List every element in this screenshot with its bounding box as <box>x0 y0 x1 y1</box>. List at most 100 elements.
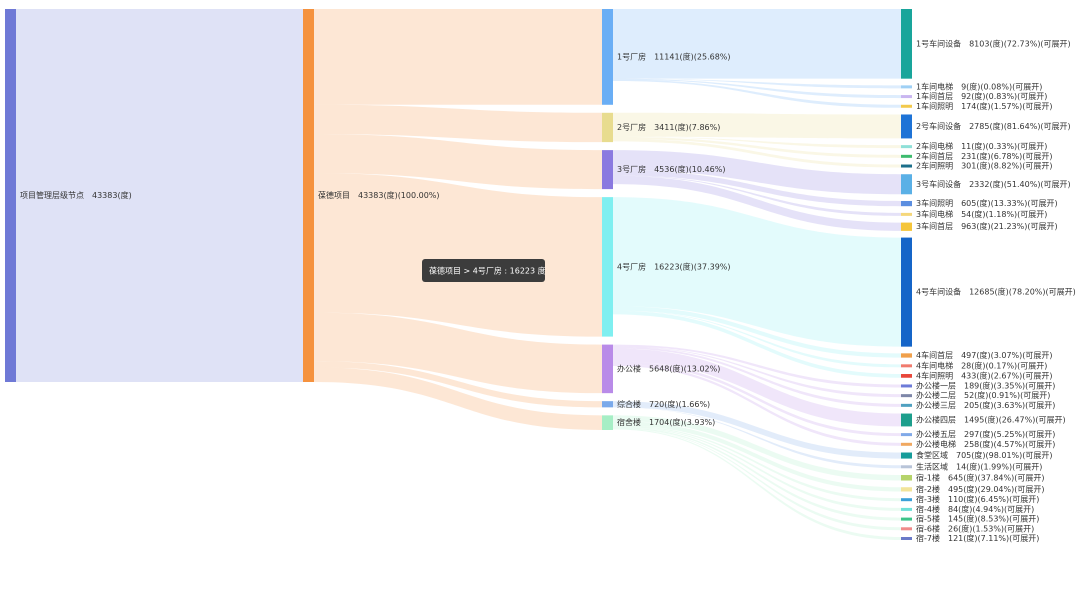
node <box>5 9 16 382</box>
node-label: 宿-1楼 645(度)(37.84%)(可展开) <box>916 472 1044 482</box>
node-label: 2车间首层 231(度)(6.78%)(可展开) <box>916 151 1053 161</box>
link <box>613 150 901 195</box>
node <box>901 433 912 437</box>
link <box>613 9 901 79</box>
node-label: 1车间照明 174(度)(1.57%)(可展开) <box>916 101 1053 111</box>
node <box>602 197 613 337</box>
node-label: 4车间照明 433(度)(2.67%)(可展开) <box>916 370 1053 380</box>
node <box>901 212 912 216</box>
node <box>901 200 912 207</box>
node <box>901 164 912 168</box>
link <box>613 175 901 216</box>
node-label: 3车间首层 963(度)(21.23%)(可展开) <box>916 221 1058 231</box>
link <box>613 346 901 407</box>
link <box>314 361 602 408</box>
node-label: 办公楼五层 297(度)(5.25%)(可展开) <box>916 429 1055 439</box>
node <box>901 95 912 99</box>
link <box>613 310 901 368</box>
link <box>314 9 602 105</box>
node-label: 葆德项目 43383(度)(100.00%) <box>318 190 440 200</box>
node <box>901 394 912 398</box>
node <box>901 507 912 511</box>
node-label: 办公楼电梯 258(度)(4.57%)(可展开) <box>916 439 1055 449</box>
node <box>901 403 912 407</box>
link <box>314 104 602 143</box>
links <box>16 9 901 540</box>
node <box>602 401 613 408</box>
link <box>613 138 901 168</box>
node <box>901 374 912 378</box>
node-label: 1车间电梯 9(度)(0.08%)(可展开) <box>916 81 1042 91</box>
node-label: 宿-2楼 495(度)(29.04%)(可展开) <box>916 484 1044 494</box>
node-label: 4车间首层 497(度)(3.07%)(可展开) <box>916 350 1053 360</box>
link <box>314 312 602 394</box>
link <box>613 407 901 469</box>
node-label: 4号厂房 16223(度)(37.39%) <box>617 261 731 271</box>
node-label: 2号车间设备 2785(度)(81.64%)(可展开) <box>916 121 1071 131</box>
node-label: 办公楼二层 52(度)(0.91%)(可展开) <box>916 390 1050 400</box>
node <box>303 9 314 382</box>
node <box>901 452 912 459</box>
node <box>602 344 613 394</box>
node-label: 1号车间设备 8103(度)(72.73%)(可展开) <box>916 38 1071 48</box>
tooltip-text: 葆德项目 > 4号厂房 : 16223 度 <box>429 266 546 276</box>
node-label: 3车间电梯 54(度)(1.18%)(可展开) <box>916 209 1047 219</box>
link <box>613 112 901 139</box>
link <box>613 78 901 89</box>
node-label: 综合楼 720(度)(1.66%) <box>617 399 710 409</box>
link <box>613 425 901 502</box>
link <box>613 306 901 358</box>
node <box>901 145 912 149</box>
node-label: 食堂区域 705(度)(98.01%)(可展开) <box>916 450 1053 460</box>
link <box>613 136 901 149</box>
node <box>901 353 912 358</box>
node-label: 1车间首层 92(度)(0.83%)(可展开) <box>916 91 1047 101</box>
node-label: 宿-4楼 84(度)(4.94%)(可展开) <box>916 504 1034 514</box>
node <box>901 498 912 502</box>
node <box>901 237 912 347</box>
link <box>16 9 303 382</box>
node-label: 办公楼四层 1495(度)(26.47%)(可展开) <box>916 414 1066 424</box>
node-label: 生活区域 14(度)(1.99%)(可展开) <box>916 461 1042 471</box>
node-label: 4车间电梯 28(度)(0.17%)(可展开) <box>916 360 1047 370</box>
link <box>613 401 901 459</box>
link <box>613 136 901 158</box>
node-label: 办公楼 5648(度)(13.02%) <box>617 363 720 373</box>
node <box>602 415 613 430</box>
node <box>901 487 912 492</box>
node <box>901 384 912 388</box>
node-label: 办公楼一层 189(度)(3.35%)(可展开) <box>916 380 1055 390</box>
node-label: 宿-6楼 26(度)(1.53%)(可展开) <box>916 523 1034 533</box>
node-label: 宿-7楼 121(度)(7.11%)(可展开) <box>916 533 1039 543</box>
node-label: 3号车间设备 2332(度)(51.40%)(可展开) <box>916 179 1071 189</box>
node-label: 项目管理层级节点 43383(度) <box>20 190 132 200</box>
nodes: 项目管理层级节点 43383(度) 葆德项目 43383(度)(100.00%) 1… <box>5 9 1076 543</box>
link <box>613 79 901 108</box>
link <box>613 426 901 511</box>
link <box>613 361 901 437</box>
link <box>613 363 901 446</box>
node <box>901 527 912 531</box>
link <box>613 344 901 388</box>
node <box>901 364 912 368</box>
node-label: 宿舍楼 1704(度)(3.93%) <box>617 417 715 427</box>
node <box>901 154 912 158</box>
link <box>613 426 901 521</box>
node <box>901 85 912 89</box>
link <box>613 348 901 427</box>
node-label: 3车间照明 605(度)(13.33%)(可展开) <box>916 198 1058 208</box>
node-label: 宿-3楼 110(度)(6.45%)(可展开) <box>916 494 1039 504</box>
link <box>613 78 901 99</box>
link <box>613 420 901 492</box>
link <box>613 346 901 398</box>
node <box>901 114 912 139</box>
link <box>613 310 901 378</box>
node-label: 办公楼三层 205(度)(3.63%)(可展开) <box>916 400 1055 410</box>
link <box>613 175 901 231</box>
node-label: 4号车间设备 12685(度)(78.20%)(可展开) <box>916 287 1076 297</box>
link <box>613 170 901 207</box>
link <box>314 134 602 190</box>
node <box>901 413 912 427</box>
node-label: 2车间电梯 11(度)(0.33%)(可展开) <box>916 141 1047 151</box>
